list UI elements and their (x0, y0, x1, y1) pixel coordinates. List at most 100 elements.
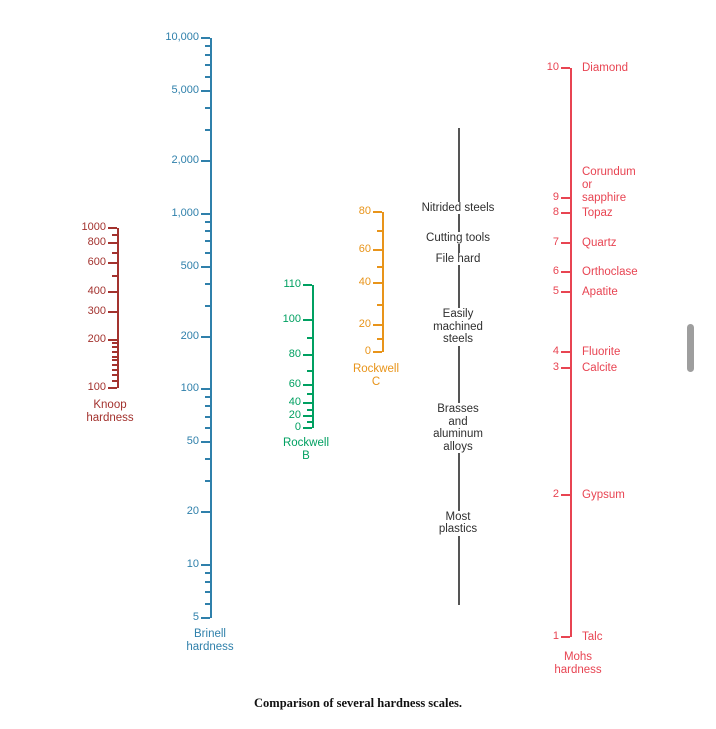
tick-mark (561, 636, 570, 638)
material-label: Cutting tools (388, 231, 528, 245)
tick-label: 2 (552, 488, 559, 500)
tick-mark-minor (112, 369, 117, 371)
tick-mark (108, 291, 117, 293)
tick-label: 9 (552, 191, 559, 203)
tick-mark-minor (205, 396, 210, 398)
material-label: Easily machined steels (388, 308, 528, 346)
tick-mark-minor (377, 304, 382, 306)
tick-mark (201, 336, 210, 338)
tick-mark-minor (205, 603, 210, 605)
tick-mark (201, 266, 210, 268)
tick-mark (201, 441, 210, 443)
tick-label: 800 (87, 236, 106, 248)
tick-mark-minor (112, 380, 117, 382)
tick-label: 7 (552, 236, 559, 248)
mineral-label: Diamond (582, 61, 629, 74)
tick-mark-minor (205, 581, 210, 583)
axis-line (117, 228, 119, 388)
tick-mark (303, 402, 312, 404)
tick-mark (303, 319, 312, 321)
tick-label: 20 (288, 409, 301, 421)
tick-label: 80 (288, 348, 301, 360)
axis-line (210, 38, 212, 618)
tick-mark (108, 262, 117, 264)
tick-label: 1000 (81, 221, 106, 233)
tick-mark (201, 511, 210, 513)
tick-mark (201, 160, 210, 162)
tick-mark-minor (112, 252, 117, 254)
tick-mark (303, 384, 312, 386)
tick-mark-minor (112, 275, 117, 277)
mineral-label: Orthoclase (582, 265, 638, 278)
tick-mark-minor (205, 129, 210, 131)
tick-mark (561, 67, 570, 69)
tick-label: 10,000 (165, 31, 199, 43)
mineral-label: Apatite (582, 285, 618, 298)
tick-label: 1 (552, 630, 559, 642)
tick-label: 110 (283, 278, 301, 290)
tick-label: 60 (288, 378, 301, 390)
tick-mark (561, 494, 570, 496)
scale-name-label: Rockwell C (352, 363, 399, 388)
mineral-label: Quartz (582, 236, 617, 249)
mineral-label: Topaz (582, 206, 613, 219)
tick-label: 40 (288, 396, 301, 408)
tick-mark (303, 284, 312, 286)
material-label: File hard (388, 252, 528, 266)
tick-label: 20 (358, 318, 371, 330)
tick-mark (561, 242, 570, 244)
mineral-label: Calcite (582, 361, 618, 374)
tick-label: 0 (364, 345, 371, 357)
tick-mark-minor (205, 221, 210, 223)
tick-mark (108, 387, 117, 389)
mineral-label: Corundum or sapphire (582, 165, 636, 204)
tick-mark (561, 271, 570, 273)
tick-label: 5 (552, 285, 559, 297)
axis-line (382, 212, 384, 352)
tick-mark (373, 249, 382, 251)
tick-label: 6 (552, 265, 559, 277)
tick-mark-minor (377, 338, 382, 340)
tick-mark (201, 37, 210, 39)
tick-mark-minor (377, 266, 382, 268)
tick-mark-minor (112, 351, 117, 353)
tick-label: 100 (282, 313, 301, 325)
scale-name-label: Brinell hardness (186, 628, 234, 653)
tick-mark (373, 324, 382, 326)
material-label: Brasses and aluminum alloys (388, 403, 528, 453)
tick-mark (201, 213, 210, 215)
tick-label: 5,000 (171, 84, 199, 96)
tick-label: 4 (552, 345, 559, 357)
tick-label: 3 (552, 361, 559, 373)
tick-label: 200 (180, 330, 199, 342)
tick-mark-minor (205, 405, 210, 407)
tick-mark-minor (112, 234, 117, 236)
tick-label: 200 (87, 333, 106, 345)
tick-mark-minor (205, 240, 210, 242)
tick-mark-minor (112, 356, 117, 358)
scale-name-label: Rockwell B (282, 437, 329, 462)
tick-mark (303, 427, 312, 429)
tick-label: 10 (546, 61, 559, 73)
material-label: Nitrided steels (388, 201, 528, 215)
materials-line (458, 128, 460, 605)
tick-mark-minor (307, 337, 312, 339)
tick-label: 1,000 (171, 207, 199, 219)
tick-mark-minor (112, 359, 117, 361)
tick-mark (561, 197, 570, 199)
tick-mark-minor (112, 374, 117, 376)
tick-mark (108, 339, 117, 341)
tick-label: 0 (294, 421, 301, 433)
tick-label: 60 (358, 243, 371, 255)
tick-mark-minor (112, 346, 117, 348)
mineral-label: Fluorite (582, 345, 621, 358)
mineral-label: Gypsum (582, 488, 625, 501)
tick-mark-minor (112, 342, 117, 344)
tick-mark-minor (205, 591, 210, 593)
tick-label: 600 (87, 256, 106, 268)
tick-mark-minor (112, 364, 117, 366)
tick-label: 50 (186, 435, 199, 447)
tick-mark (108, 227, 117, 229)
scrollbar-thumb[interactable] (687, 324, 694, 372)
